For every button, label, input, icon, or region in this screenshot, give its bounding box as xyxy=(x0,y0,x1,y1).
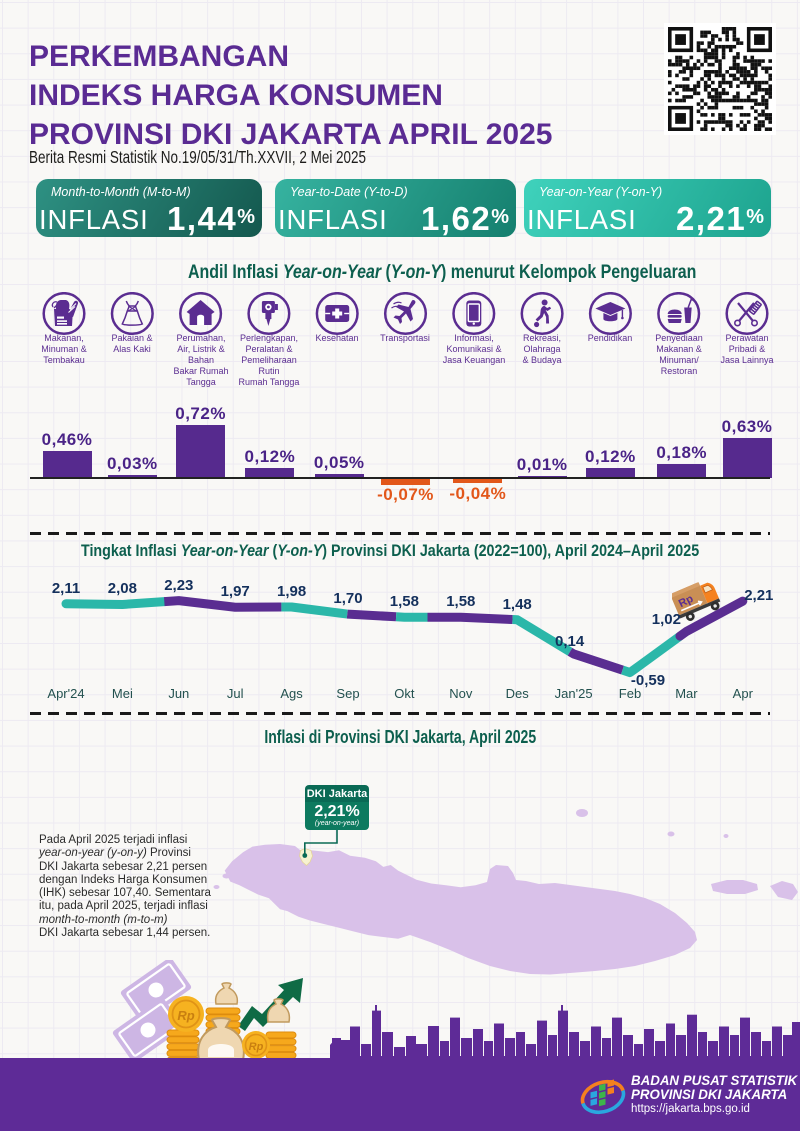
svg-text:Rp: Rp xyxy=(177,1008,194,1023)
svg-text:Rp: Rp xyxy=(249,1041,264,1053)
